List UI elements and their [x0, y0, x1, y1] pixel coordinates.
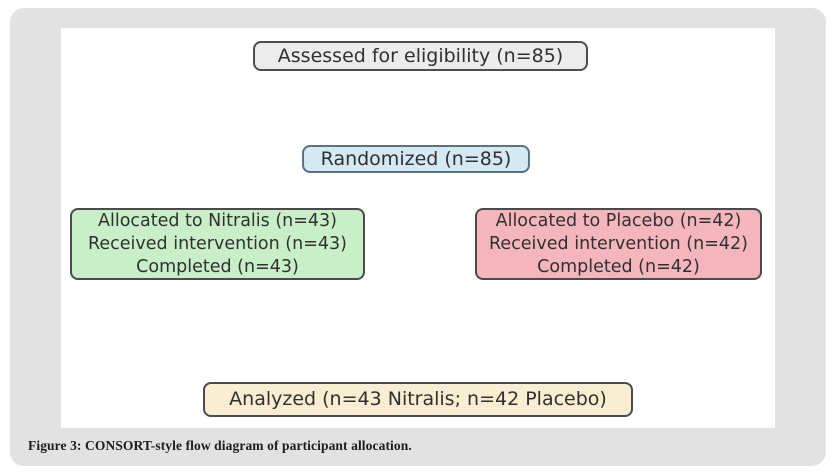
flow-box-analyzed: Analyzed (n=43 Nitralis; n=42 Placebo) — [203, 382, 633, 417]
flow-box-allocated-placebo: Allocated to Placebo (n=42) Received int… — [475, 208, 762, 280]
figure-caption-text: CONSORT-style flow diagram of participan… — [81, 438, 412, 453]
figure-panel: Assessed for eligibility (n=85) Randomiz… — [10, 8, 826, 466]
flow-box-placebo-line-completed: Completed (n=42) — [537, 256, 700, 277]
flow-box-analyzed-label: Analyzed (n=43 Nitralis; n=42 Placebo) — [229, 388, 607, 411]
flow-box-placebo-line-allocated: Allocated to Placebo (n=42) — [495, 210, 742, 231]
flow-box-nitralis-line-completed: Completed (n=43) — [136, 256, 299, 277]
flow-box-randomized: Randomized (n=85) — [302, 145, 530, 173]
flow-box-nitralis-line-received: Received intervention (n=43) — [88, 233, 347, 254]
flow-box-allocated-nitralis: Allocated to Nitralis (n=43) Received in… — [70, 208, 365, 280]
flow-box-placebo-line-received: Received intervention (n=42) — [489, 233, 748, 254]
figure-caption-label: Figure 3: — [28, 438, 82, 453]
diagram-canvas: Assessed for eligibility (n=85) Randomiz… — [61, 28, 775, 428]
flow-box-assessed: Assessed for eligibility (n=85) — [253, 41, 588, 71]
flow-box-assessed-label: Assessed for eligibility (n=85) — [277, 44, 564, 67]
figure-caption: Figure 3: CONSORT-style flow diagram of … — [28, 438, 412, 454]
flow-box-randomized-label: Randomized (n=85) — [320, 147, 512, 170]
flow-box-nitralis-line-allocated: Allocated to Nitralis (n=43) — [98, 210, 337, 231]
